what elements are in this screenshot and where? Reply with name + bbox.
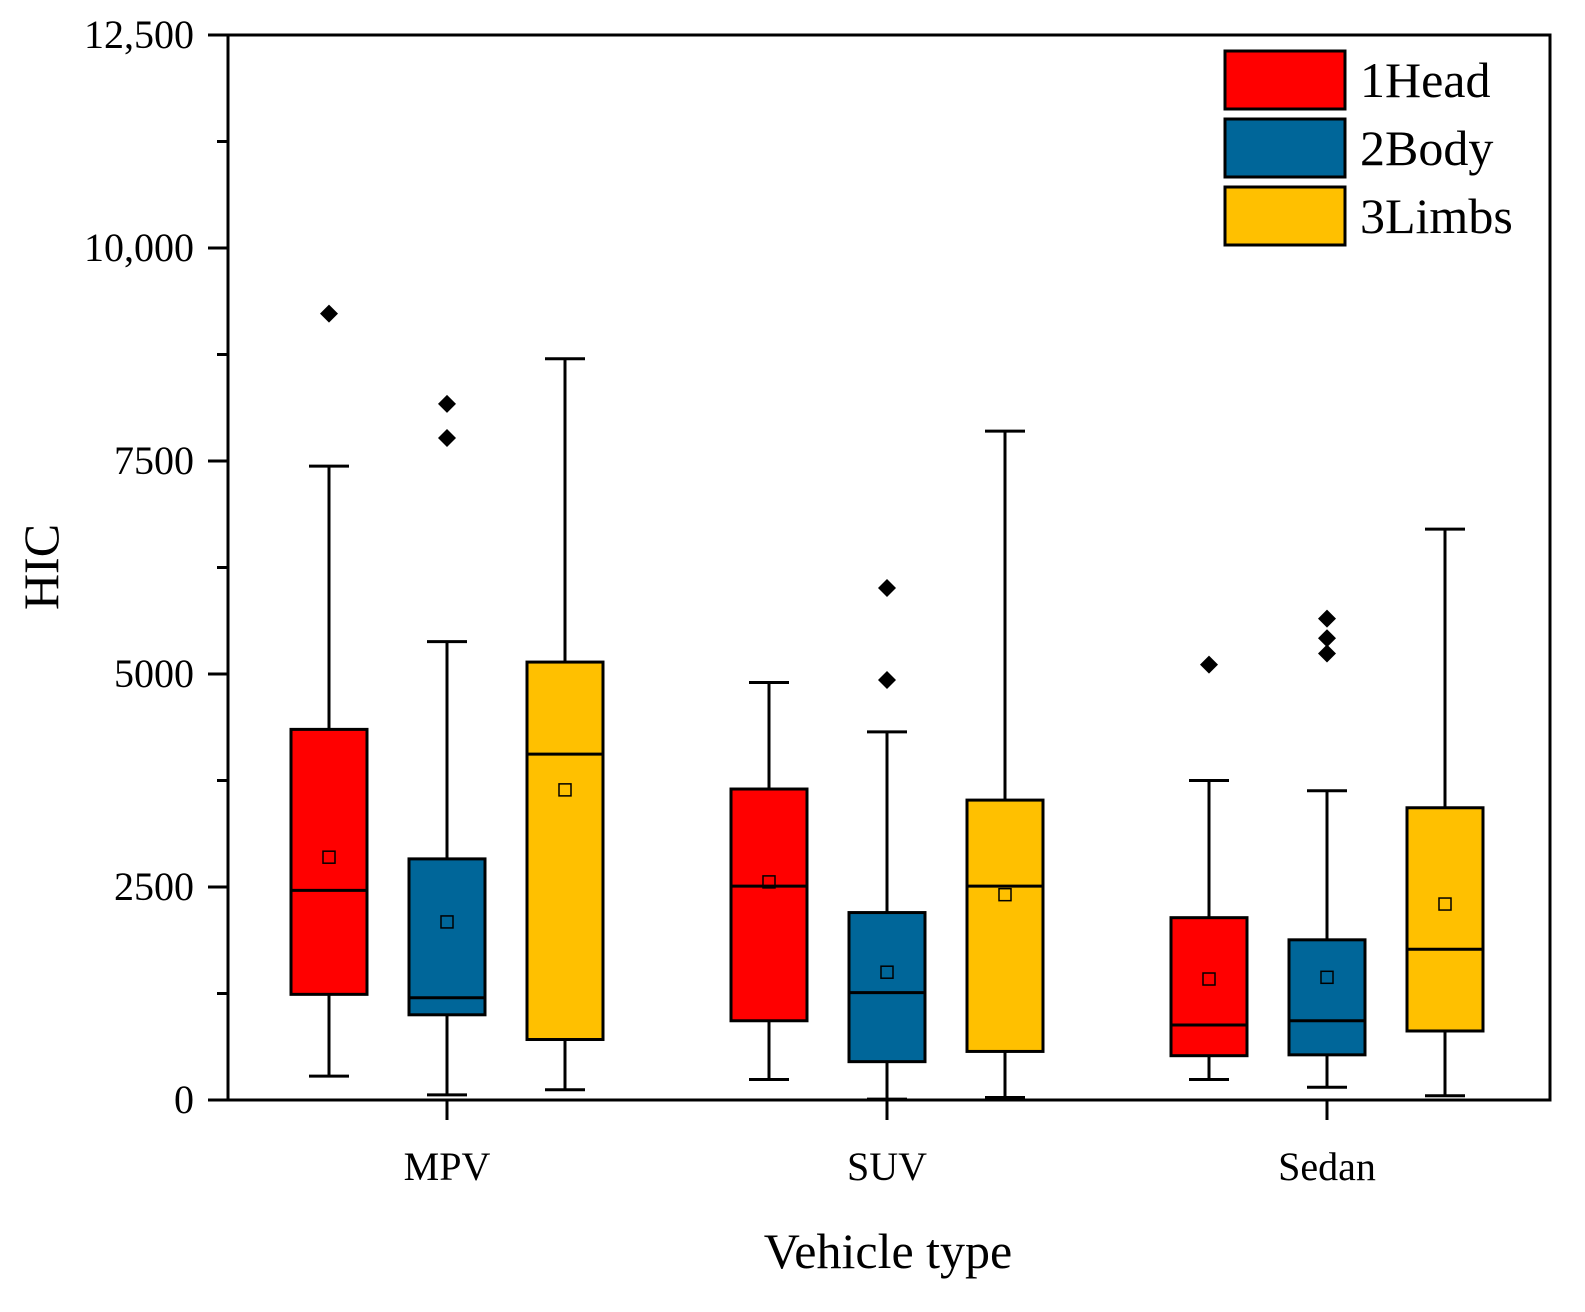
legend-swatch: [1223, 117, 1347, 179]
outlier-point: [1318, 629, 1336, 648]
x-category-label: MPV: [404, 1144, 491, 1189]
mean-marker: [880, 965, 894, 979]
mean-marker: [762, 875, 776, 889]
y-tick-label: 7500: [114, 438, 194, 483]
box-3Limbs-MPV: [525, 357, 605, 1092]
box-2Body-Sedan: [1287, 609, 1367, 1089]
x-axis-title: Vehicle type: [764, 1223, 1013, 1279]
plot-frame: [226, 33, 1552, 1102]
box-1Head-Sedan: [1169, 655, 1249, 1082]
outlier-point: [320, 304, 338, 323]
y-axis-ticks: 0 2500 5000 7500 10,000 12,500: [84, 12, 228, 1122]
mean-marker: [1320, 970, 1334, 985]
box-1Head-SUV: [729, 681, 809, 1082]
legend-label: 3Limbs: [1360, 188, 1513, 244]
outlier-point: [1200, 655, 1218, 674]
box-plots: [289, 304, 1485, 1101]
mean-marker: [1438, 897, 1452, 911]
x-category-label: Sedan: [1278, 1144, 1376, 1189]
box-3Limbs-Sedan: [1405, 527, 1485, 1098]
y-tick-label: 0: [174, 1077, 194, 1122]
iqr-box: [729, 787, 809, 1023]
legend: 1Head 2Body 3Limbs: [1223, 49, 1513, 247]
iqr-box: [525, 660, 605, 1042]
y-axis-title: HIC: [13, 524, 69, 610]
iqr-box: [1169, 916, 1249, 1058]
iqr-box: [847, 911, 927, 1064]
x-axis: MPV SUV Sedan: [404, 1100, 1376, 1189]
x-category-label: SUV: [847, 1144, 927, 1189]
box-3Limbs-SUV: [965, 429, 1045, 1099]
legend-label: 1Head: [1360, 52, 1491, 108]
outlier-point: [1318, 609, 1336, 628]
mean-marker: [1202, 972, 1216, 986]
iqr-box: [407, 857, 487, 1017]
mean-marker: [558, 783, 572, 797]
y-tick-label: 10,000: [84, 225, 194, 270]
legend-label: 2Body: [1360, 120, 1493, 176]
iqr-box: [289, 727, 369, 996]
iqr-box: [1287, 938, 1367, 1057]
outlier-point: [438, 428, 456, 447]
box-2Body-MPV: [407, 394, 487, 1097]
outlier-point: [1318, 644, 1336, 663]
mean-marker: [998, 887, 1012, 902]
box-2Body-SUV: [847, 578, 927, 1101]
box-1Head-MPV: [289, 304, 369, 1078]
iqr-box: [1405, 806, 1485, 1033]
y-tick-label: 2500: [114, 864, 194, 909]
outlier-point: [438, 394, 456, 413]
mean-marker: [440, 915, 454, 929]
legend-swatch: [1223, 185, 1347, 247]
mean-marker: [322, 850, 336, 864]
legend-swatch: [1223, 49, 1347, 111]
outlier-point: [878, 578, 896, 597]
y-tick-label: 12,500: [84, 12, 194, 57]
iqr-box: [965, 798, 1045, 1053]
outlier-point: [878, 670, 896, 689]
y-tick-label: 5000: [114, 651, 194, 696]
